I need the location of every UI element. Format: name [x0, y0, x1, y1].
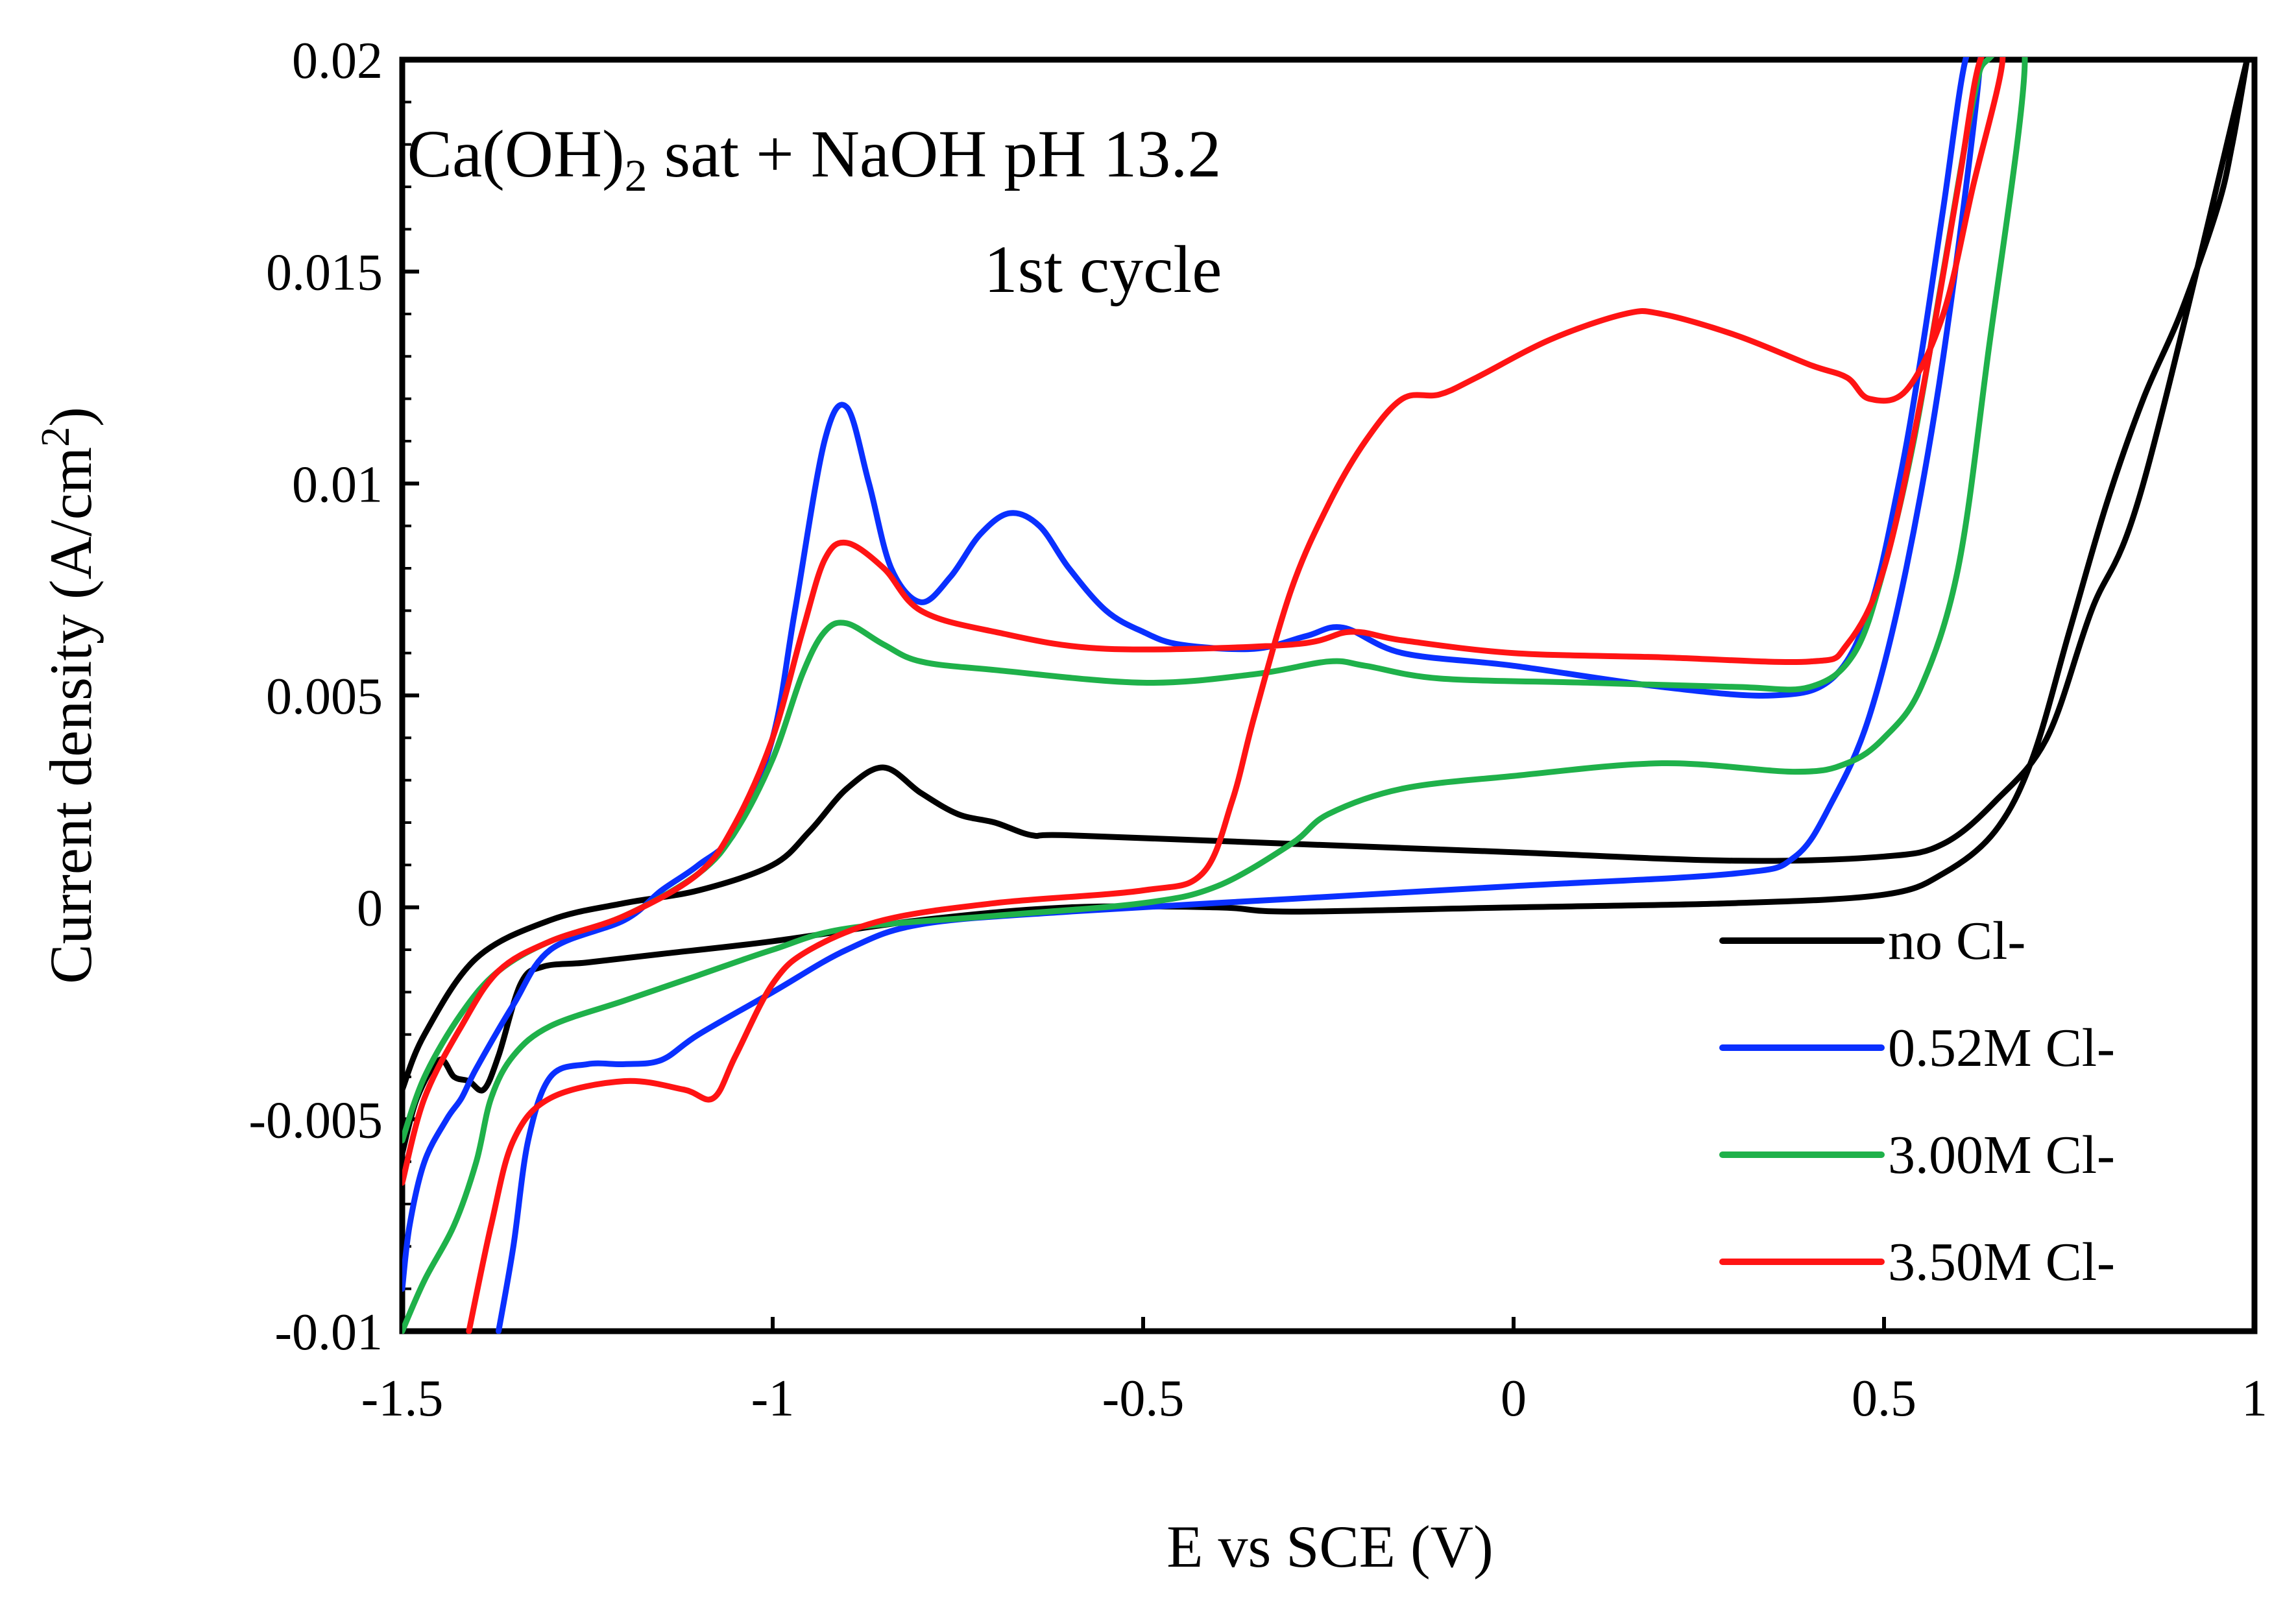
series-line-0 [402, 57, 2251, 1157]
y-tick-label: 0.02 [292, 32, 383, 90]
legend-label-1: 0.52M Cl- [1888, 1018, 2115, 1078]
y-tick-label: 0.01 [292, 456, 383, 513]
chart-title-line1: Ca(OH)2 sat + NaOH pH 13.2 [407, 117, 1222, 201]
x-axis-ticks: -1.5 -1 -0.5 0 0.5 1 [361, 1317, 2267, 1427]
y-tick-label: -0.01 [274, 1304, 383, 1361]
x-tick-label: 1 [2242, 1370, 2267, 1427]
x-tick-label: -1.5 [361, 1370, 444, 1427]
x-tick-label: -1 [751, 1370, 795, 1427]
y-axis-ticks: -0.01 -0.005 0 0.005 0.01 0.015 0.02 [248, 32, 419, 1361]
legend-label-2: 3.00M Cl- [1888, 1125, 2115, 1185]
series-line-3 [402, 57, 2006, 1334]
legend-label-3: 3.50M Cl- [1888, 1232, 2115, 1292]
series-curves [402, 57, 2251, 1334]
legend: no Cl- 0.52M Cl- 3.00M Cl- 3.50M Cl- [1719, 911, 2115, 1292]
y-tick-label: 0 [357, 880, 383, 937]
y-tick-label: -0.005 [248, 1092, 383, 1149]
series-line-2 [402, 57, 2028, 1334]
x-tick-label: 0.5 [1852, 1370, 1916, 1427]
y-axis-title: Current density (A/cm2) [34, 407, 104, 983]
y-tick-label: 0.015 [266, 245, 383, 302]
chart-title-line2: 1st cycle [984, 232, 1222, 307]
y-tick-label: 0.005 [266, 668, 383, 725]
x-tick-label: -0.5 [1102, 1370, 1185, 1427]
legend-label-0: no Cl- [1888, 911, 2025, 971]
x-axis-title: E vs SCE (V) [1166, 1513, 1493, 1580]
x-tick-label: 0 [1501, 1370, 1527, 1427]
